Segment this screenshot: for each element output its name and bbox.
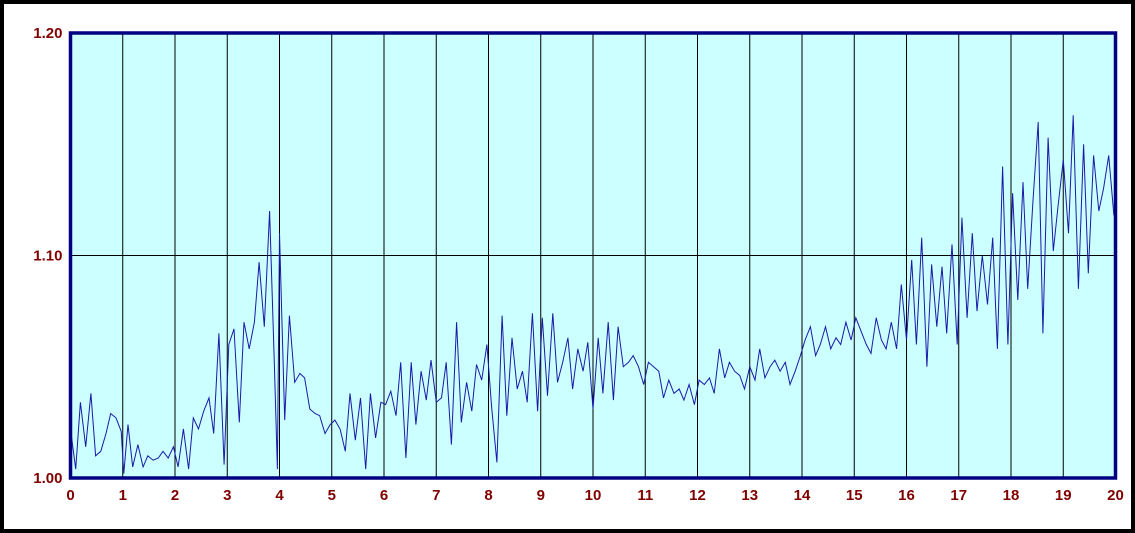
x-tick-label-2: 2 — [171, 487, 179, 504]
x-tick-label-10: 10 — [585, 487, 602, 504]
x-tick-label-9: 9 — [537, 487, 545, 504]
x-tick-label-7: 7 — [432, 487, 440, 504]
x-tick-label-16: 16 — [898, 487, 915, 504]
x-tick-label-0: 0 — [66, 487, 74, 504]
x-tick-label-11: 11 — [637, 487, 653, 504]
x-tick-label-4: 4 — [275, 487, 284, 504]
y-tick-label-1.10: 1.10 — [33, 248, 62, 265]
x-tick-label-20: 20 — [1107, 487, 1124, 504]
x-tick-label-19: 19 — [1055, 487, 1072, 504]
x-tick-label-8: 8 — [484, 487, 492, 504]
line-chart: 0 1 2 3 4 5 6 7 8 9 10 11 12 13 14 15 16 17 18 19 20 1.001.1… — [33, 25, 1124, 504]
plot-border — [68, 31, 1118, 480]
x-tick-label-18: 18 — [1003, 487, 1020, 504]
x-tick-label-12: 12 — [689, 487, 706, 504]
x-axis-ticks: 0 1 2 3 4 5 6 7 8 9 10 11 12 13 14 15 16 17 18 19 20 — [66, 487, 1124, 504]
x-tick-label-6: 6 — [380, 487, 388, 504]
x-tick-label-13: 13 — [741, 487, 758, 504]
x-tick-label-17: 17 — [950, 487, 967, 504]
y-tick-label-1.00: 1.00 — [33, 470, 62, 487]
x-tick-label-1: 1 — [119, 487, 127, 504]
x-tick-label-3: 3 — [223, 487, 231, 504]
chart-frame: 0 1 2 3 4 5 6 7 8 9 10 11 12 13 14 15 16 17 18 19 20 1.00 1.1… — [4, 4, 1131, 529]
x-tick-label-15: 15 — [846, 487, 863, 504]
y-tick-label-1.20: 1.20 — [33, 25, 62, 42]
y-axis-ticks: 1.00 1.10 1.20 — [33, 25, 62, 487]
x-tick-label-5: 5 — [328, 487, 336, 504]
x-tick-label-14: 14 — [794, 487, 811, 504]
series-line — [70, 115, 1115, 474]
